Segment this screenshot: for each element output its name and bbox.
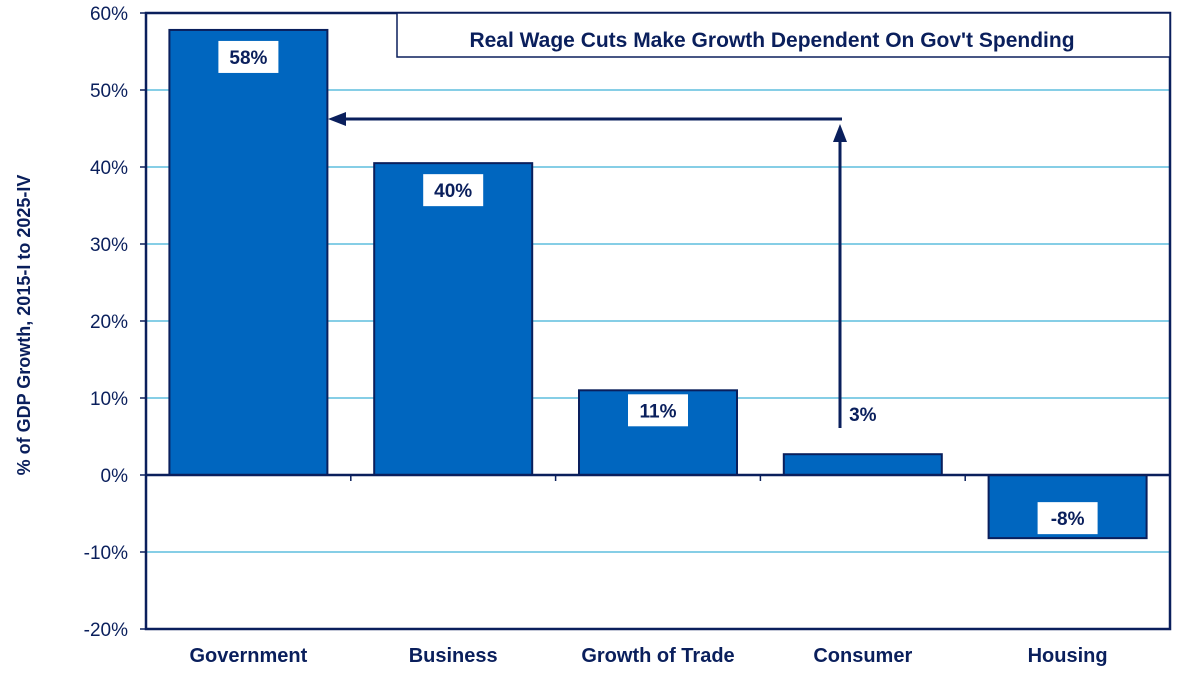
y-tick-label: 20% — [90, 312, 128, 333]
arrow-head-left — [328, 112, 346, 126]
bar — [782, 453, 943, 476]
y-axis-label: % of GDP Growth, 2015-I to 2025-IV — [14, 175, 34, 476]
data-label-box — [218, 40, 279, 73]
arrow-head-up — [833, 124, 847, 142]
y-tick-label: -10% — [84, 543, 128, 564]
x-axis-ticks — [350, 475, 966, 481]
bars — [168, 28, 1148, 540]
data-label: -8% — [1051, 509, 1085, 530]
y-tick-label: -20% — [84, 620, 128, 641]
data-labels: 58% 40% 11% 3% -8% — [218, 40, 1098, 535]
chart-title: Real Wage Cuts Make Growth Dependent On … — [469, 29, 1074, 52]
data-label: 40% — [434, 181, 472, 202]
y-tick-label: 50% — [90, 81, 128, 102]
y-axis-ticks: -20% -10% 0% 10% 20% 30% 40% 50% 60% — [84, 4, 146, 641]
category-label: Housing — [1028, 645, 1108, 667]
annotation-arrow — [328, 112, 847, 428]
bar — [168, 28, 329, 476]
y-tick-label: 30% — [90, 235, 128, 256]
data-label: 11% — [640, 401, 677, 422]
category-labels: Government Business Growth of Trade Consume… — [189, 645, 1107, 667]
category-label: Business — [409, 645, 498, 667]
title-box: Real Wage Cuts Make Growth Dependent On … — [396, 12, 1171, 58]
category-label: Growth of Trade — [581, 645, 734, 667]
y-tick-label: 40% — [90, 158, 128, 179]
category-label: Government — [189, 645, 307, 667]
y-tick-label: 60% — [90, 4, 128, 25]
data-label-box — [423, 174, 484, 207]
data-label-box — [1037, 502, 1098, 535]
y-tick-label: 0% — [101, 466, 129, 487]
category-label: Consumer — [813, 645, 912, 667]
data-label: 3% — [849, 405, 877, 426]
data-label-box — [628, 394, 688, 427]
y-tick-label: 10% — [90, 389, 128, 410]
bar — [373, 162, 534, 476]
data-label: 58% — [229, 48, 267, 69]
